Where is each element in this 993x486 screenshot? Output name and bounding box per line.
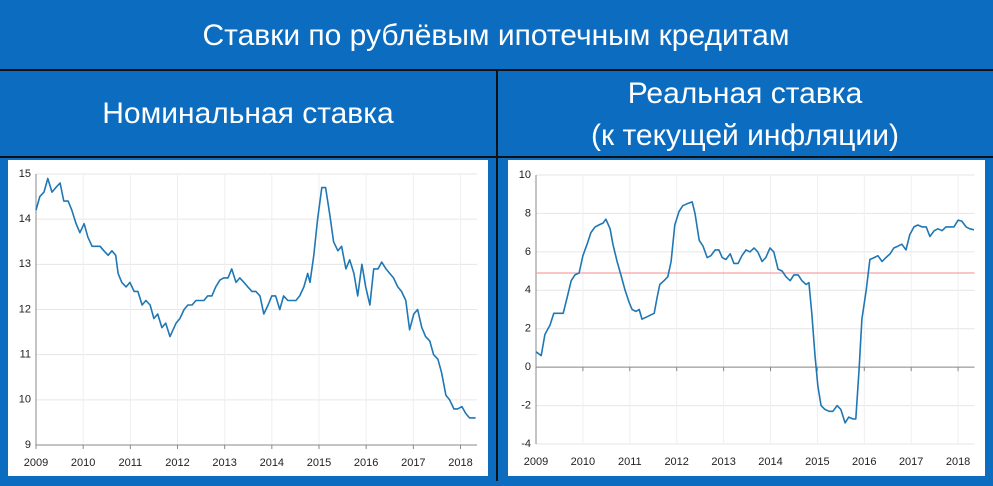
x-tick-label: 2011 bbox=[119, 457, 143, 469]
x-tick-label: 2010 bbox=[71, 457, 95, 469]
y-tick-label: 11 bbox=[20, 349, 31, 361]
y-tick-label: -4 bbox=[521, 438, 531, 450]
y-tick-label: 0 bbox=[525, 361, 531, 373]
x-tick-label: 2016 bbox=[852, 456, 876, 468]
header-title: Ставки по рублёвым ипотечным кредитам bbox=[203, 19, 790, 52]
y-tick-label: 2 bbox=[525, 323, 531, 335]
chart-area bbox=[8, 160, 488, 476]
line-series bbox=[35, 177, 476, 419]
y-tick-label: 12 bbox=[19, 303, 31, 315]
y-tick-label: 8 bbox=[525, 207, 531, 219]
y-tick-label: 10 bbox=[19, 394, 31, 406]
y-tick-label: 9 bbox=[25, 439, 31, 451]
panel-title: Реальная ставка bbox=[628, 77, 863, 110]
x-tick-label: 2014 bbox=[758, 456, 782, 468]
y-tick-label: 13 bbox=[19, 258, 31, 270]
x-tick-label: 2014 bbox=[260, 457, 284, 469]
x-tick-label: 2018 bbox=[448, 457, 472, 469]
chart-area bbox=[508, 160, 985, 476]
line-series bbox=[535, 201, 975, 424]
y-tick-label: -2 bbox=[521, 399, 531, 411]
x-tick-label: 2009 bbox=[24, 457, 48, 469]
x-tick-label: 2010 bbox=[571, 456, 595, 468]
y-tick-label: 6 bbox=[525, 246, 531, 258]
x-tick-label: 2015 bbox=[307, 457, 331, 469]
y-tick-label: 15 bbox=[19, 168, 31, 180]
panel-title: (к текущей инфляции) bbox=[591, 119, 899, 152]
y-tick-label: 14 bbox=[19, 213, 31, 225]
x-tick-label: 2009 bbox=[524, 456, 548, 468]
x-tick-label: 2012 bbox=[165, 457, 189, 469]
x-tick-label: 2013 bbox=[711, 456, 735, 468]
x-tick-label: 2017 bbox=[401, 457, 425, 469]
panel-title: Номинальная ставка bbox=[102, 97, 394, 130]
x-tick-label: 2015 bbox=[805, 456, 829, 468]
x-tick-label: 2013 bbox=[212, 457, 236, 469]
x-tick-label: 2017 bbox=[899, 456, 923, 468]
x-tick-label: 2016 bbox=[354, 457, 378, 469]
x-tick-label: 2018 bbox=[946, 456, 970, 468]
y-tick-label: 10 bbox=[519, 169, 531, 181]
x-tick-label: 2012 bbox=[664, 456, 688, 468]
y-tick-label: 4 bbox=[525, 284, 531, 296]
x-tick-label: 2011 bbox=[618, 456, 642, 468]
